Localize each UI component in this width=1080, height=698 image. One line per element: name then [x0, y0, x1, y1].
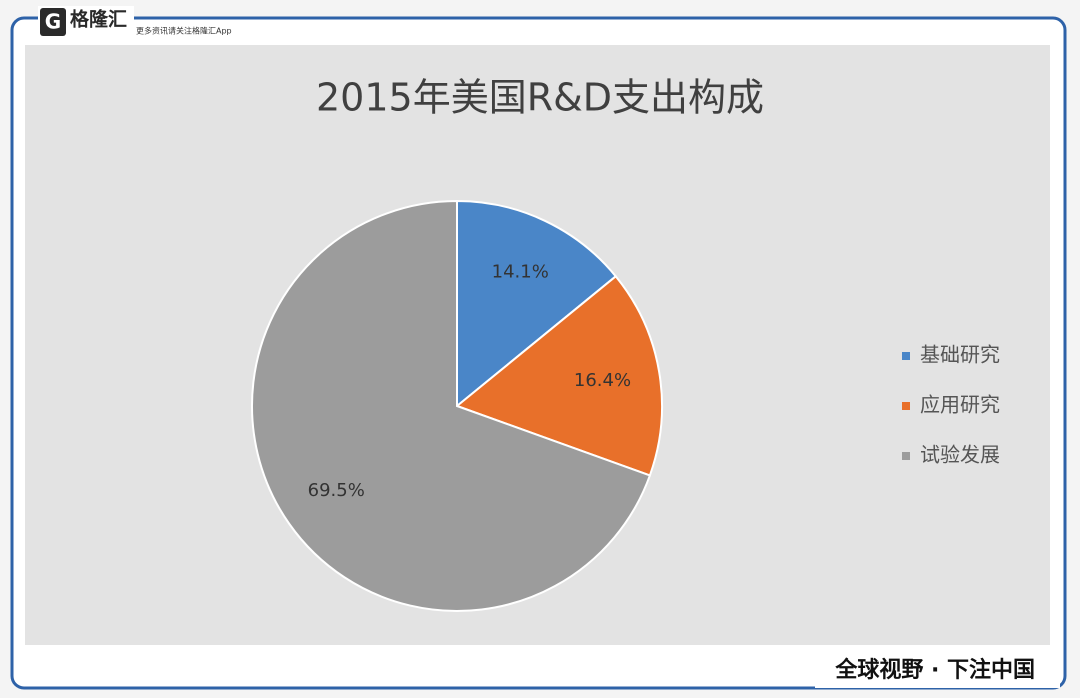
- legend-swatch: [902, 452, 910, 460]
- chart-title: 2015年美国R&D支出构成: [316, 76, 764, 120]
- legend-swatch: [902, 352, 910, 360]
- logo-icon: [40, 8, 66, 36]
- data-label: 14.1%: [492, 262, 549, 283]
- legend-label: 基础研究: [920, 343, 1000, 367]
- slogan: 更多资讯请关注格隆汇App: [136, 26, 232, 36]
- pie-slice: [251, 199, 652, 612]
- legend-label: 试验发展: [920, 443, 1000, 467]
- pie-slice: [456, 199, 618, 409]
- logo-mark: G: [45, 10, 61, 34]
- logo-text: 格隆汇: [70, 8, 127, 31]
- data-label: 16.4%: [574, 370, 631, 391]
- pie-slice: [454, 274, 663, 477]
- footer-background: [815, 654, 1060, 688]
- legend-swatch: [902, 402, 910, 410]
- data-label: 69.5%: [308, 480, 365, 501]
- legend-label: 应用研究: [920, 393, 1000, 417]
- footer-tagline: 全球视野 · 下注中国: [834, 657, 1035, 683]
